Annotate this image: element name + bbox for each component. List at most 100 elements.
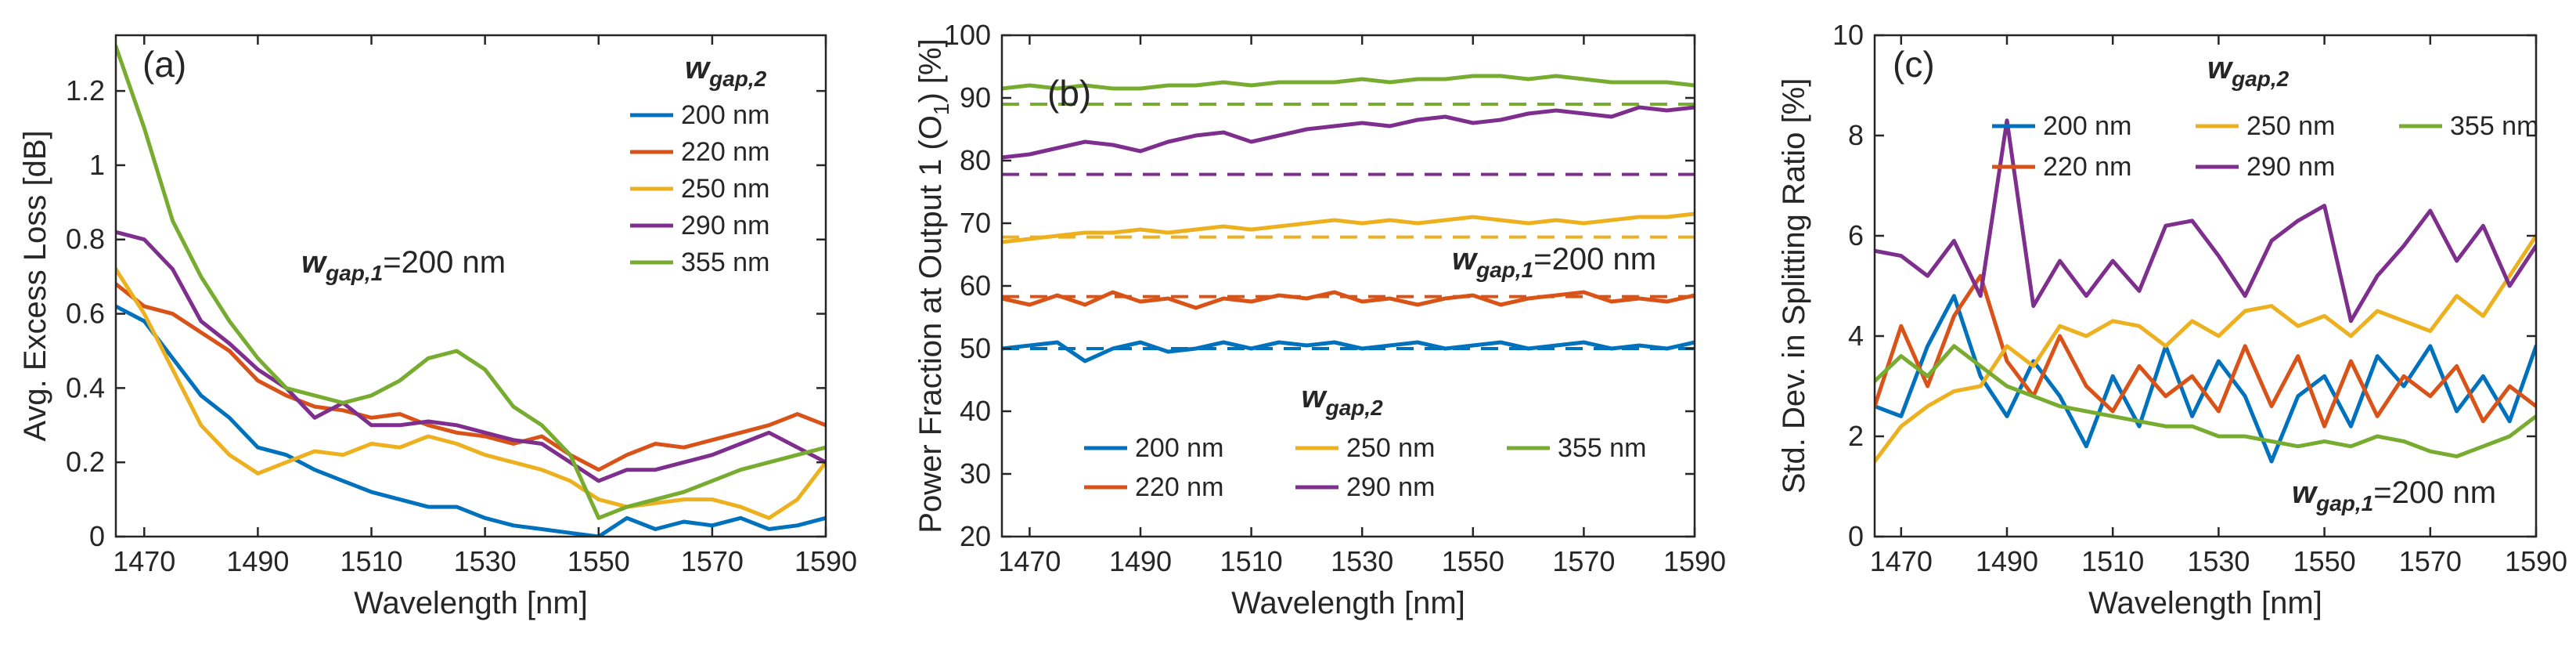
y-tick-label: 100 (944, 19, 991, 51)
axes-box (1873, 34, 2538, 538)
annotation-main: w (1452, 242, 1479, 277)
series-line-3 (1002, 105, 1695, 160)
x-tick-label: 1590 (2505, 545, 2567, 577)
legend-entry-2: 250 nm (2246, 111, 2335, 141)
legend-entry-3: 290 nm (681, 211, 769, 240)
legend: wgap,2 200 nm 220 nm 250 nm 290 nm 355 nm (630, 51, 769, 277)
x-tick-label: 1470 (998, 545, 1061, 577)
legend-entry-0: 200 nm (1135, 433, 1223, 463)
legend-entry-2: 250 nm (681, 174, 769, 204)
legend: wgap,2 200 nm 220 nm 250 nm 290 nm 355 nm (1992, 51, 2538, 182)
x-tick-label: 1470 (1870, 545, 1933, 577)
series-line-2 (1002, 212, 1695, 244)
panel-a: 1470 1490 1510 1530 1550 1570 1590 0 0.2 0.4 0.6 0.… (18, 34, 857, 620)
x-tick-label: 1510 (2081, 545, 2144, 577)
series-line-2 (116, 267, 826, 520)
x-tick-label: 1590 (794, 545, 857, 577)
legend-entry-1: 220 nm (681, 137, 769, 167)
y-tick-label: 10 (1832, 19, 1864, 51)
y-axis-label-sub: 1 (929, 103, 953, 116)
y-axis-label: Power Fraction at Output 1 (O1) [%] (913, 38, 953, 533)
annotation-sub: gap,1 (1475, 258, 1533, 282)
annotation-sub: gap,1 (325, 261, 383, 285)
y-tick-label: 40 (960, 395, 991, 427)
legend-entry-0: 200 nm (2043, 111, 2131, 141)
y-tick-label: 0.6 (66, 298, 105, 330)
y-tick-label: 0.4 (66, 371, 105, 403)
series-line-1 (1875, 273, 2536, 428)
y-tick-label: 20 (960, 520, 991, 552)
series-line-3 (1875, 118, 2536, 324)
annotation: wgap,1=200 nm (301, 245, 506, 285)
legend-entry-4: 355 nm (1558, 433, 1646, 463)
x-tick-label: 1550 (1442, 545, 1504, 577)
x-tick-label: 1570 (1552, 545, 1615, 577)
x-tick-label: 1510 (340, 545, 402, 577)
plot-area (116, 44, 826, 537)
annotation-sub: gap,1 (2315, 491, 2373, 515)
annotation-end: =200 nm (2373, 475, 2496, 510)
y-tick-label: 60 (960, 269, 991, 302)
x-tick-label: 1530 (2187, 545, 2250, 577)
series-line-4 (1875, 344, 2536, 459)
y-tick-label: 90 (960, 81, 991, 114)
x-axis-label: Wavelength [nm] (1231, 586, 1465, 620)
panel-label: (c) (1893, 44, 1935, 85)
x-tick-label: 1590 (1663, 545, 1726, 577)
y-tick-label: 1.2 (66, 74, 105, 107)
y-tick-label: 0.2 (66, 446, 105, 478)
panel-c: 1470 1490 1510 1530 1550 1570 1590 0 2 4 6 8 10 Wavel… (1777, 19, 2567, 620)
legend-entry-3: 290 nm (2246, 152, 2335, 182)
plot-area (1875, 118, 2536, 464)
y-tick-label: 0 (89, 520, 105, 552)
y-tick-label: 0.8 (66, 223, 105, 255)
series-line-4 (116, 44, 826, 520)
y-axis-label-end: ) [%] (913, 38, 948, 103)
y-tick-label: 30 (960, 457, 991, 490)
legend-title-sub: gap,2 (708, 67, 767, 91)
legend-title-sub: gap,2 (2231, 67, 2290, 91)
x-tick-label: 1570 (2399, 545, 2462, 577)
y-axis-label-main: Power Fraction at Output 1 (O (913, 115, 948, 533)
axes-box (114, 34, 827, 538)
x-tick-label: 1510 (1220, 545, 1283, 577)
x-tick-label: 1530 (1331, 545, 1393, 577)
x-tick-label: 1490 (1109, 545, 1172, 577)
legend-title-sub: gap,2 (1325, 396, 1384, 420)
x-axis-label: Wavelength [nm] (2088, 586, 2322, 620)
y-tick-label: 4 (1848, 320, 1864, 352)
series-line-0 (116, 304, 826, 537)
y-tick-label: 70 (960, 207, 991, 239)
x-tick-label: 1550 (567, 545, 630, 577)
y-axis-label: Std. Dev. in Splitting Ratio [%] (1777, 78, 1811, 494)
y-tick-label: 80 (960, 144, 991, 176)
legend-title: wgap,2 (685, 51, 767, 91)
y-tick-label: 50 (960, 332, 991, 364)
legend-title-main: w (1302, 380, 1328, 414)
y-tick-label: 1 (89, 149, 105, 181)
x-tick-label: 1490 (226, 545, 289, 577)
y-axis-label: Avg. Excess Loss [dB] (18, 130, 52, 441)
series-line-1 (1002, 290, 1695, 310)
annotation-main: w (301, 245, 328, 280)
annotation-main: w (2292, 475, 2318, 510)
annotation: wgap,1=200 nm (2292, 475, 2496, 515)
y-tick-label: 8 (1848, 119, 1864, 151)
legend-entry-4: 355 nm (681, 248, 769, 277)
panel-label: (a) (142, 44, 186, 85)
plot-area (1002, 74, 1695, 363)
annotation: wgap,1=200 nm (1452, 242, 1656, 282)
legend-entry-4: 355 nm (2450, 111, 2538, 141)
series-line-2 (1875, 233, 2536, 464)
legend-entry-1: 220 nm (2043, 152, 2131, 182)
x-axis-label: Wavelength [nm] (354, 586, 588, 620)
panel-b: 1470 1490 1510 1530 1550 1570 1590 20 30 40 50 60 70… (913, 19, 1726, 620)
series-line-4 (1002, 74, 1695, 91)
legend-entry-0: 200 nm (681, 100, 769, 130)
x-tick-label: 1570 (681, 545, 744, 577)
legend-entry-1: 220 nm (1135, 472, 1223, 502)
y-tick-label: 6 (1848, 219, 1864, 251)
legend-title: wgap,2 (2207, 51, 2290, 91)
x-tick-label: 1470 (113, 545, 175, 577)
